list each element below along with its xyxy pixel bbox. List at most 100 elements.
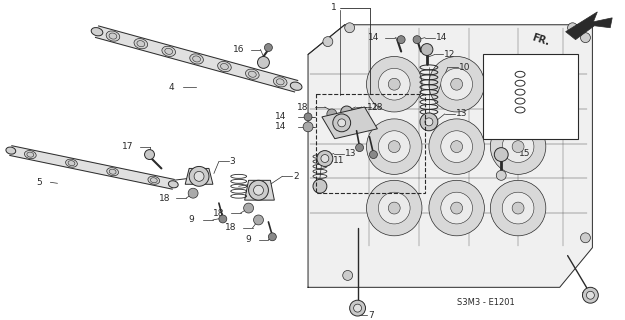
Ellipse shape <box>148 176 159 184</box>
Ellipse shape <box>27 152 34 157</box>
Bar <box>316 94 425 193</box>
Circle shape <box>441 192 472 224</box>
Text: 7: 7 <box>369 310 374 320</box>
Circle shape <box>388 141 400 153</box>
Ellipse shape <box>165 48 172 54</box>
Circle shape <box>512 141 524 153</box>
Circle shape <box>303 122 313 132</box>
Circle shape <box>421 44 433 55</box>
Circle shape <box>354 304 361 312</box>
Circle shape <box>503 131 534 163</box>
Text: 18: 18 <box>159 194 170 203</box>
Circle shape <box>332 114 351 132</box>
Text: 13: 13 <box>345 149 356 158</box>
Ellipse shape <box>276 79 284 85</box>
Circle shape <box>441 68 472 100</box>
Text: 14: 14 <box>436 33 447 42</box>
Ellipse shape <box>109 33 117 39</box>
Ellipse shape <box>107 168 119 176</box>
Circle shape <box>341 106 352 118</box>
Text: 1: 1 <box>331 4 337 12</box>
Polygon shape <box>322 107 378 139</box>
Text: 14: 14 <box>275 112 286 121</box>
Circle shape <box>582 287 598 303</box>
Circle shape <box>429 119 484 174</box>
Ellipse shape <box>273 77 287 87</box>
Circle shape <box>503 68 534 100</box>
Text: 17: 17 <box>122 142 134 151</box>
Circle shape <box>429 180 484 236</box>
Circle shape <box>369 151 378 158</box>
Ellipse shape <box>168 181 178 188</box>
Ellipse shape <box>6 147 16 154</box>
Circle shape <box>244 203 254 213</box>
Circle shape <box>345 23 354 33</box>
Circle shape <box>420 113 438 131</box>
Text: 13: 13 <box>456 109 467 118</box>
Text: 6: 6 <box>264 180 269 189</box>
Circle shape <box>258 56 269 68</box>
Ellipse shape <box>91 28 103 36</box>
Circle shape <box>264 44 272 52</box>
Text: 18: 18 <box>296 102 308 111</box>
Ellipse shape <box>68 161 75 166</box>
Circle shape <box>496 171 506 180</box>
Circle shape <box>188 188 198 198</box>
Circle shape <box>451 78 462 90</box>
Circle shape <box>268 233 276 241</box>
Text: FR.: FR. <box>531 32 551 47</box>
Circle shape <box>321 155 329 163</box>
Circle shape <box>304 113 312 121</box>
Circle shape <box>398 36 405 44</box>
Circle shape <box>425 118 433 126</box>
Ellipse shape <box>192 56 201 62</box>
Text: 11: 11 <box>332 156 344 165</box>
Text: 16: 16 <box>233 45 244 54</box>
Ellipse shape <box>249 71 256 77</box>
Ellipse shape <box>134 39 148 49</box>
Text: 9: 9 <box>188 215 194 224</box>
Circle shape <box>512 202 524 214</box>
Polygon shape <box>96 26 298 92</box>
Circle shape <box>317 151 332 166</box>
Text: S3M3 - E1201: S3M3 - E1201 <box>457 298 514 307</box>
Circle shape <box>491 119 546 174</box>
Text: 3: 3 <box>230 157 236 166</box>
Ellipse shape <box>66 159 78 167</box>
Text: 18: 18 <box>213 209 224 218</box>
Text: 14: 14 <box>275 122 286 131</box>
Circle shape <box>441 131 472 163</box>
Ellipse shape <box>190 54 203 64</box>
Text: 15: 15 <box>519 149 531 158</box>
Circle shape <box>491 180 546 236</box>
Polygon shape <box>185 168 213 184</box>
Circle shape <box>586 291 594 299</box>
Ellipse shape <box>137 41 145 47</box>
Circle shape <box>313 179 327 193</box>
Circle shape <box>219 215 227 223</box>
Circle shape <box>388 202 400 214</box>
Text: 10: 10 <box>459 63 470 72</box>
Circle shape <box>366 119 422 174</box>
Circle shape <box>254 215 264 225</box>
Circle shape <box>413 36 421 44</box>
Ellipse shape <box>109 169 116 174</box>
Circle shape <box>327 109 337 119</box>
Circle shape <box>491 56 546 112</box>
Circle shape <box>356 144 364 152</box>
Text: 4: 4 <box>169 83 174 92</box>
Circle shape <box>494 148 508 162</box>
Circle shape <box>451 202 462 214</box>
Circle shape <box>512 78 524 90</box>
Polygon shape <box>566 12 612 40</box>
Circle shape <box>366 56 422 112</box>
Ellipse shape <box>106 31 120 41</box>
Text: 18: 18 <box>225 223 236 232</box>
Circle shape <box>568 23 578 33</box>
Text: 12: 12 <box>366 102 378 111</box>
Circle shape <box>338 119 346 127</box>
Circle shape <box>323 37 332 47</box>
Circle shape <box>254 185 264 195</box>
Ellipse shape <box>246 69 259 79</box>
Circle shape <box>144 150 154 159</box>
